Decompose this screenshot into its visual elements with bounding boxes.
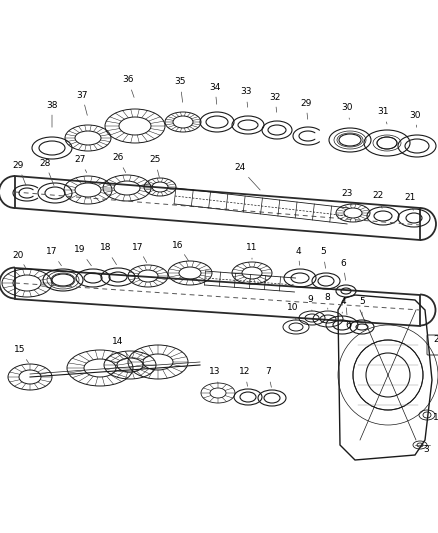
Text: 32: 32 — [269, 93, 281, 112]
Text: 30: 30 — [341, 103, 353, 119]
Text: 11: 11 — [246, 244, 258, 259]
Text: 7: 7 — [265, 367, 272, 387]
Text: 38: 38 — [46, 101, 58, 127]
Text: 5: 5 — [359, 297, 365, 315]
Text: 33: 33 — [240, 87, 252, 107]
Text: 4: 4 — [340, 297, 346, 313]
Text: 19: 19 — [74, 246, 92, 266]
Text: 12: 12 — [239, 367, 251, 386]
Text: 1: 1 — [427, 414, 438, 423]
Text: 17: 17 — [46, 247, 61, 266]
Text: 9: 9 — [307, 295, 313, 311]
Text: 34: 34 — [209, 83, 221, 104]
Text: 4: 4 — [295, 246, 301, 265]
Text: 23: 23 — [341, 189, 353, 205]
Text: 20: 20 — [12, 251, 25, 268]
Text: 10: 10 — [287, 303, 299, 320]
Text: 3: 3 — [420, 445, 429, 455]
Text: 18: 18 — [100, 244, 117, 265]
Text: 31: 31 — [377, 108, 389, 124]
Text: 2: 2 — [428, 335, 438, 345]
Text: 6: 6 — [345, 308, 351, 329]
Text: 35: 35 — [174, 77, 186, 102]
Text: 26: 26 — [112, 154, 126, 173]
Text: 17: 17 — [132, 243, 147, 263]
Text: 29: 29 — [300, 99, 312, 119]
Text: 14: 14 — [112, 337, 128, 356]
Text: 21: 21 — [404, 193, 416, 211]
Text: 27: 27 — [74, 156, 87, 173]
Text: 24: 24 — [234, 164, 260, 190]
Text: 13: 13 — [209, 367, 221, 383]
Text: 15: 15 — [14, 345, 28, 362]
Text: 28: 28 — [39, 158, 54, 185]
Text: 25: 25 — [149, 156, 161, 177]
Text: 6: 6 — [340, 259, 346, 280]
Text: 30: 30 — [409, 110, 421, 127]
Text: 29: 29 — [12, 160, 26, 185]
Text: 37: 37 — [76, 91, 88, 115]
Text: 8: 8 — [324, 294, 330, 309]
Text: 16: 16 — [172, 240, 188, 261]
Text: 36: 36 — [122, 76, 134, 98]
Text: 5: 5 — [320, 247, 326, 268]
Text: 22: 22 — [372, 191, 384, 208]
